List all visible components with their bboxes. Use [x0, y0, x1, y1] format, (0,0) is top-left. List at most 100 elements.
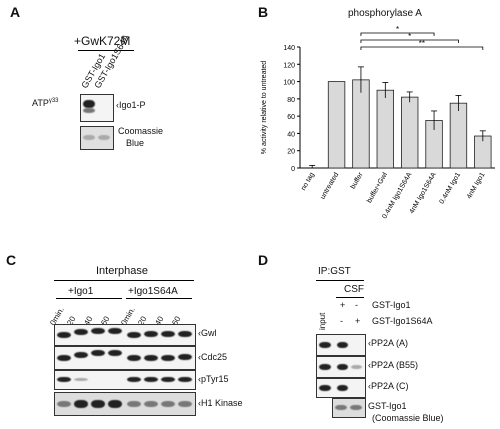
h1-band: [161, 401, 175, 407]
panel-a-header: +GwK72M: [74, 34, 131, 48]
bar: [352, 79, 370, 169]
panel-c-letter: C: [6, 252, 17, 268]
y-tick-label: 120: [283, 62, 295, 69]
panel-d-ip-line: [316, 280, 364, 281]
gwl-band: [178, 331, 192, 337]
gst-igo1-label: GST-Igo1: [368, 401, 407, 411]
panel-d-pp2a-b55-blot: [316, 356, 366, 378]
h1-band: [74, 400, 88, 408]
panel-d-csf-line: [336, 297, 364, 298]
panel-d-ip-label: IP:GST: [318, 266, 351, 277]
cdc25-band: [74, 352, 88, 358]
y-tick-label: 40: [287, 131, 295, 138]
h1-band: [178, 401, 192, 407]
gwl-band: [161, 331, 175, 337]
significance-label: **: [419, 39, 425, 48]
pp2a-b55-band: [319, 364, 331, 370]
pp2a-a-band: [337, 342, 348, 348]
bar: [376, 89, 395, 169]
gwl-label-text: Gwl: [201, 328, 217, 338]
bar: [327, 81, 346, 169]
gst-band: [350, 405, 362, 410]
ptyr15-label-text: pTyr15: [201, 374, 229, 384]
gwl-band: [144, 331, 158, 337]
panel-a-igo1p-band-smear: [83, 108, 95, 113]
panel-d-sign-1a: +: [340, 300, 346, 310]
panel-c-gwl-blot: [54, 324, 196, 346]
ptyr15-band: [57, 377, 71, 382]
panel-a-igo1p-band: [83, 100, 95, 108]
panel-c-group-2-line: [126, 298, 192, 299]
gwl-band: [74, 329, 88, 335]
panel-d-sign-2a: -: [340, 316, 343, 326]
panel-b-letter: B: [258, 4, 269, 20]
x-tick-label: 4nM Igo1S64A: [409, 171, 438, 215]
igo1p-label-text: Igo1-P: [119, 100, 146, 110]
panel-d-pp2a-c-blot: [316, 378, 366, 398]
panel-d-sign-1b: -: [355, 300, 358, 310]
pp2a-a-band: [319, 342, 331, 348]
panel-c-group-2: +Igo1S64A: [128, 286, 178, 297]
panel-c-header: Interphase: [96, 265, 148, 277]
y-tick-label: 80: [287, 97, 295, 104]
h1kinase-label: ‹H1 Kinase: [198, 398, 243, 408]
h1kinase-label-text: H1 Kinase: [201, 398, 243, 408]
atp-label-sup: γ33: [48, 98, 59, 104]
pp2a-a-label-text: PP2A (A): [371, 338, 409, 348]
gst-igo1-sub-label: (Coomassie Blue): [372, 413, 444, 423]
panel-d-input-label: input: [318, 312, 327, 330]
panel-c-ptyr15-blot: [54, 370, 196, 390]
pp2a-b55-band: [351, 365, 362, 369]
panel-a-blue-label: Blue: [126, 138, 145, 148]
bar-chart: 0 20 40 60 80 100 120 140 % activity relative to…: [261, 25, 495, 220]
gwl-label: ‹Gwl: [198, 328, 217, 338]
cdc25-label-text: Cdc25: [201, 352, 228, 362]
panel-a-coomassie-blot: [80, 126, 114, 150]
h1-band: [91, 400, 105, 408]
panel-d-sign-2b: +: [355, 316, 361, 326]
x-tick-label: 0.4nM Igo1: [439, 171, 463, 205]
panel-a-header-line: [78, 50, 134, 51]
pp2a-b55-band: [337, 364, 348, 370]
bar: [449, 102, 468, 169]
panel-a-autorad-blot: [80, 94, 114, 122]
panel-a-coomassie-band-2: [98, 135, 110, 140]
panel-d-sign-row-1-label: GST-Igo1: [372, 300, 411, 310]
panel-d-pp2a-a-blot: [316, 334, 366, 356]
panel-d-csf-label: CSF: [344, 284, 364, 295]
ptyr15-label: ‹pTyr15: [198, 374, 229, 384]
pp2a-c-label-text: PP2A (C): [371, 381, 409, 391]
significance-bracket: [360, 39, 459, 43]
ptyr15-band: [144, 377, 158, 382]
ptyr15-band: [178, 377, 192, 382]
pp2a-c-band: [319, 385, 331, 391]
panel-a-coomassie-label: Coomassie: [118, 126, 164, 136]
panel-c-h1kinase-blot: [54, 392, 196, 416]
gwl-band: [57, 332, 71, 338]
ptyr15-band: [127, 377, 141, 382]
y-tick-label: 60: [287, 114, 295, 121]
chart-title: phosphorylase A: [348, 8, 422, 19]
y-tick-label: 100: [283, 80, 295, 87]
pp2a-b55-label-text: PP2A (B55): [371, 360, 419, 370]
gwl-band: [127, 332, 141, 338]
cdc25-band: [57, 355, 71, 361]
cdc25-band: [161, 355, 175, 361]
significance-label: *: [396, 25, 399, 34]
panel-d-letter: D: [258, 252, 269, 268]
atp-label: ATPγ33: [32, 98, 59, 108]
panel-c-cdc25-blot: [54, 346, 196, 370]
cdc25-band: [91, 350, 105, 356]
h1-band: [108, 400, 122, 408]
gst-band: [335, 405, 347, 410]
pp2a-a-label: ‹PP2A (A): [368, 338, 409, 348]
x-tick-label: no tag: [300, 171, 316, 191]
bar: [400, 96, 419, 169]
pp2a-b55-label: ‹PP2A (B55): [368, 360, 419, 370]
cdc25-band: [127, 355, 141, 361]
panel-c-group-1: +Igo1: [68, 286, 94, 297]
x-tick-label: buffer: [350, 171, 365, 190]
x-tick-label: untreated: [319, 171, 340, 200]
atp-label-text: ATP: [32, 98, 49, 108]
h1-band: [144, 401, 158, 407]
